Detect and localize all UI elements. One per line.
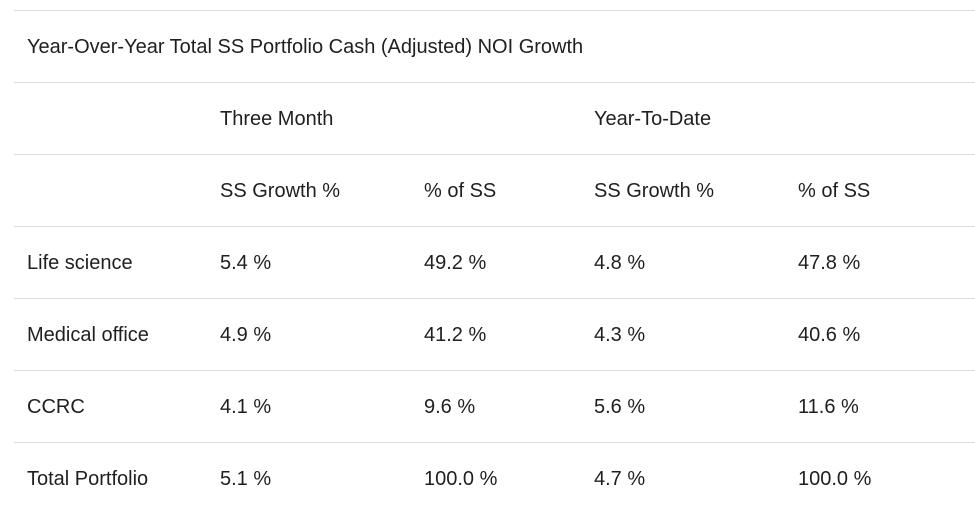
row-label: Total Portfolio: [14, 443, 220, 514]
table-cell: 40.6 %: [798, 299, 975, 371]
group-header-corner: [14, 83, 220, 155]
table-cell: 4.7 %: [594, 443, 798, 514]
noi-growth-table: Year-Over-Year Total SS Portfolio Cash (…: [14, 10, 975, 514]
column-header-ytd-pct-of-ss: % of SS: [798, 155, 975, 227]
column-header-ytd-ss-growth: SS Growth %: [594, 155, 798, 227]
table-cell: 49.2 %: [424, 227, 594, 299]
table-row: CCRC 4.1 % 9.6 % 5.6 % 11.6 %: [14, 371, 975, 443]
table-cell: 11.6 %: [798, 371, 975, 443]
table-cell: 4.1 %: [220, 371, 424, 443]
column-header-row: SS Growth % % of SS SS Growth % % of SS: [14, 155, 975, 227]
table-cell: 5.4 %: [220, 227, 424, 299]
table-row: Life science 5.4 % 49.2 % 4.8 % 47.8 %: [14, 227, 975, 299]
column-header-3m-pct-of-ss: % of SS: [424, 155, 594, 227]
column-header-3m-ss-growth: SS Growth %: [220, 155, 424, 227]
table-cell: 4.8 %: [594, 227, 798, 299]
table-cell: 5.1 %: [220, 443, 424, 514]
column-header-category: [14, 155, 220, 227]
table-cell: 47.8 %: [798, 227, 975, 299]
table-cell: 100.0 %: [798, 443, 975, 514]
table-cell: 4.9 %: [220, 299, 424, 371]
table-row-total: Total Portfolio 5.1 % 100.0 % 4.7 % 100.…: [14, 443, 975, 514]
row-label: Life science: [14, 227, 220, 299]
group-header-row: Three Month Year-To-Date: [14, 83, 975, 155]
group-header-three-month: Three Month: [220, 83, 594, 155]
table-cell: 41.2 %: [424, 299, 594, 371]
table-title: Year-Over-Year Total SS Portfolio Cash (…: [14, 11, 975, 83]
table-title-row: Year-Over-Year Total SS Portfolio Cash (…: [14, 11, 975, 83]
group-header-year-to-date: Year-To-Date: [594, 83, 975, 155]
noi-growth-table-container: Year-Over-Year Total SS Portfolio Cash (…: [14, 10, 975, 514]
row-label: CCRC: [14, 371, 220, 443]
table-cell: 100.0 %: [424, 443, 594, 514]
table-cell: 4.3 %: [594, 299, 798, 371]
table-cell: 5.6 %: [594, 371, 798, 443]
row-label: Medical office: [14, 299, 220, 371]
table-cell: 9.6 %: [424, 371, 594, 443]
table-row: Medical office 4.9 % 41.2 % 4.3 % 40.6 %: [14, 299, 975, 371]
